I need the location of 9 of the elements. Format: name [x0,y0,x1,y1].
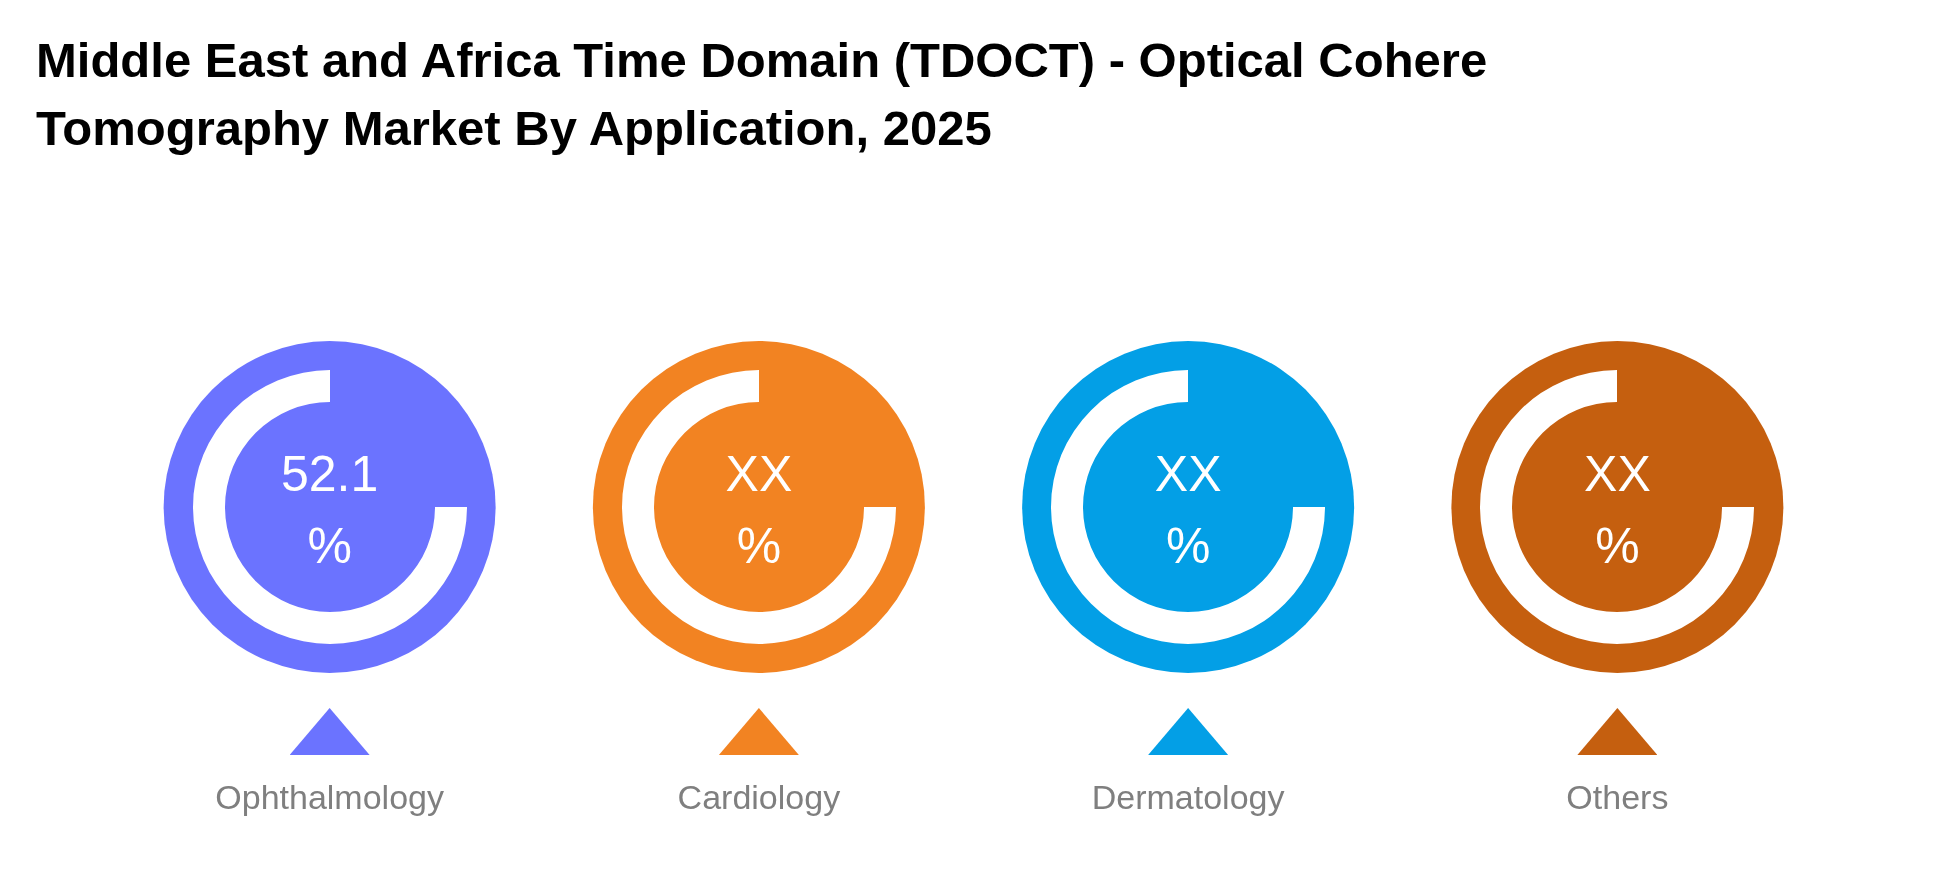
data-label: XX % [725,445,793,574]
category-label: Cardiology [677,777,841,816]
data-label: 52.1 % [280,445,379,574]
data-label: XX % [1584,445,1651,574]
data-label: XX % [1154,445,1222,574]
category-label: Others [1566,777,1669,816]
text: Middle East and Africa Time Domain (TDOCT) - Optical Cohere Tomography Market By Application, 2025 [36,32,1489,157]
category-label: Dermatology [1091,777,1285,816]
category-label: Ophthalmology [215,777,444,816]
